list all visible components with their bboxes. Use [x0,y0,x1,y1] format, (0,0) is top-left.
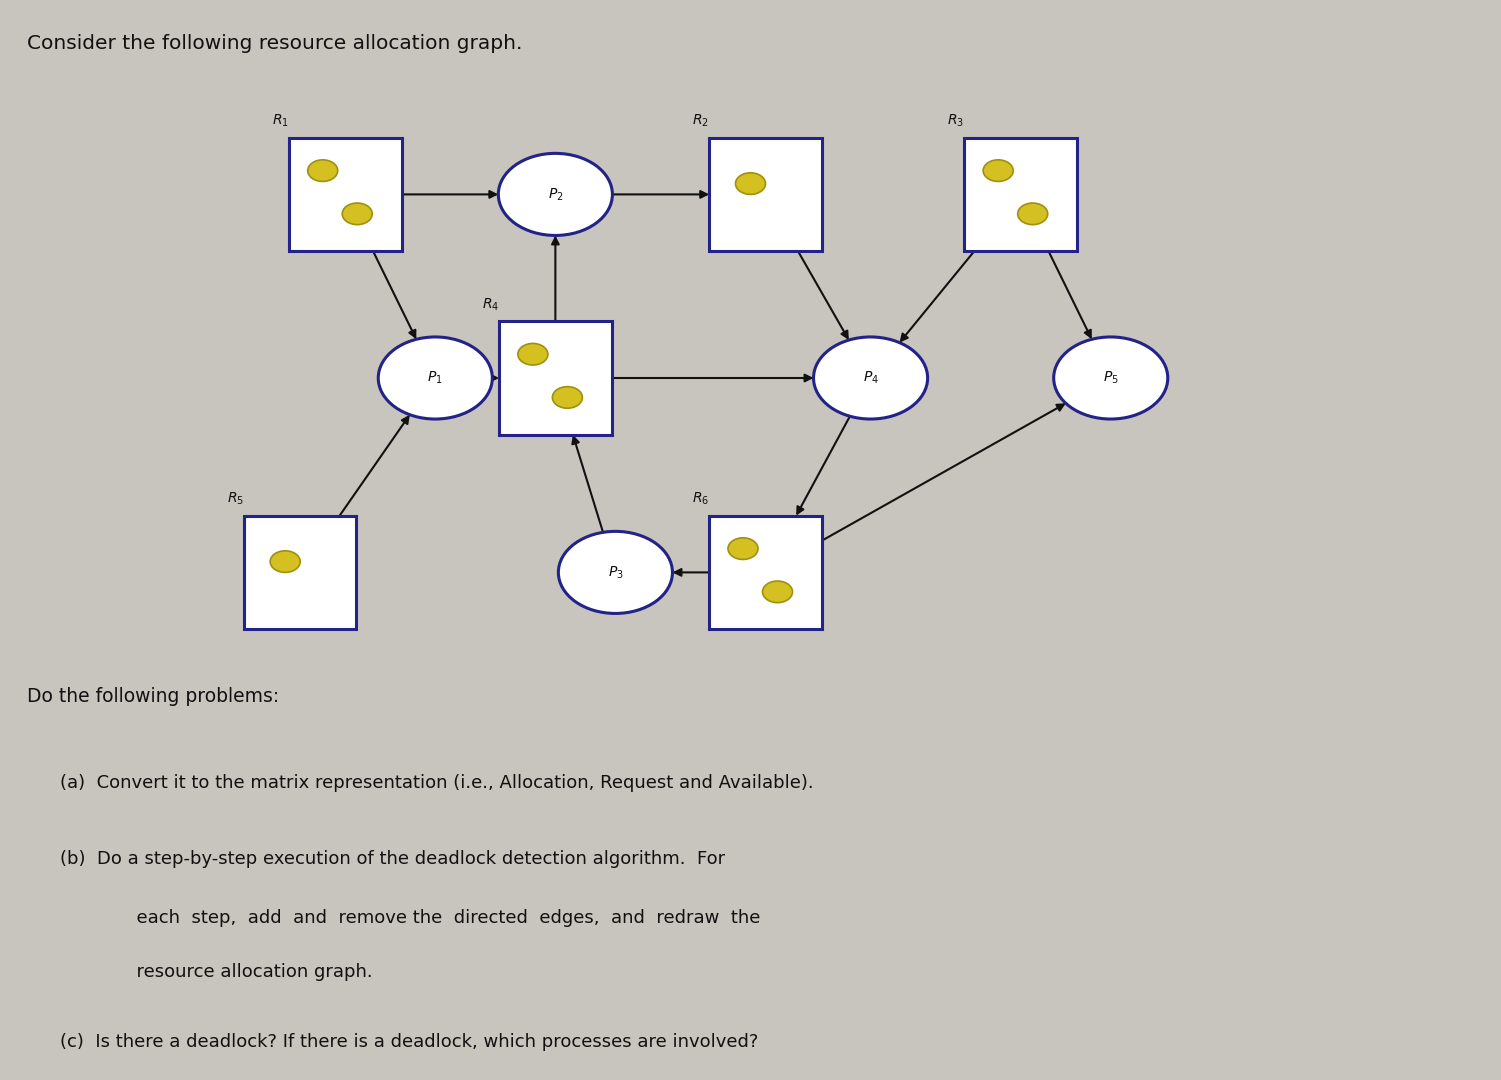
Text: $R_6$: $R_6$ [692,490,710,508]
Circle shape [1018,203,1048,225]
Text: Consider the following resource allocation graph.: Consider the following resource allocati… [27,33,522,53]
Bar [710,516,823,629]
Text: (a)  Convert it to the matrix representation (i.e., Allocation, Request and Avai: (a) Convert it to the matrix representat… [60,774,814,792]
Bar [710,138,823,252]
Bar [288,138,402,252]
Text: (b)  Do a step-by-step execution of the deadlock detection algorithm.  For: (b) Do a step-by-step execution of the d… [60,850,725,867]
Text: resource allocation graph.: resource allocation graph. [102,963,372,981]
Text: Do the following problems:: Do the following problems: [27,687,279,706]
Circle shape [308,160,338,181]
Circle shape [763,581,793,603]
Ellipse shape [378,337,492,419]
Text: $R_5$: $R_5$ [227,490,243,508]
Circle shape [270,551,300,572]
Text: $P_4$: $P_4$ [863,369,878,387]
Circle shape [728,538,758,559]
Circle shape [342,203,372,225]
Bar [498,321,612,434]
Text: $R_2$: $R_2$ [692,112,710,130]
Circle shape [983,160,1013,181]
Text: $P_1$: $P_1$ [428,369,443,387]
Ellipse shape [814,337,928,419]
Text: $P_2$: $P_2$ [548,186,563,203]
Text: $R_3$: $R_3$ [947,112,965,130]
Text: $P_5$: $P_5$ [1103,369,1118,387]
Text: $R_1$: $R_1$ [272,112,288,130]
Text: $R_4$: $R_4$ [482,296,498,313]
Bar [965,138,1078,252]
Circle shape [552,387,582,408]
Text: each  step,  add  and  remove the  directed  edges,  and  redraw  the: each step, add and remove the directed e… [102,909,761,927]
Ellipse shape [1054,337,1168,419]
Ellipse shape [498,153,612,235]
Circle shape [735,173,766,194]
Circle shape [518,343,548,365]
Bar [243,516,356,629]
Ellipse shape [558,531,672,613]
Text: $P_3$: $P_3$ [608,564,623,581]
Text: (c)  Is there a deadlock? If there is a deadlock, which processes are involved?: (c) Is there a deadlock? If there is a d… [60,1034,758,1051]
